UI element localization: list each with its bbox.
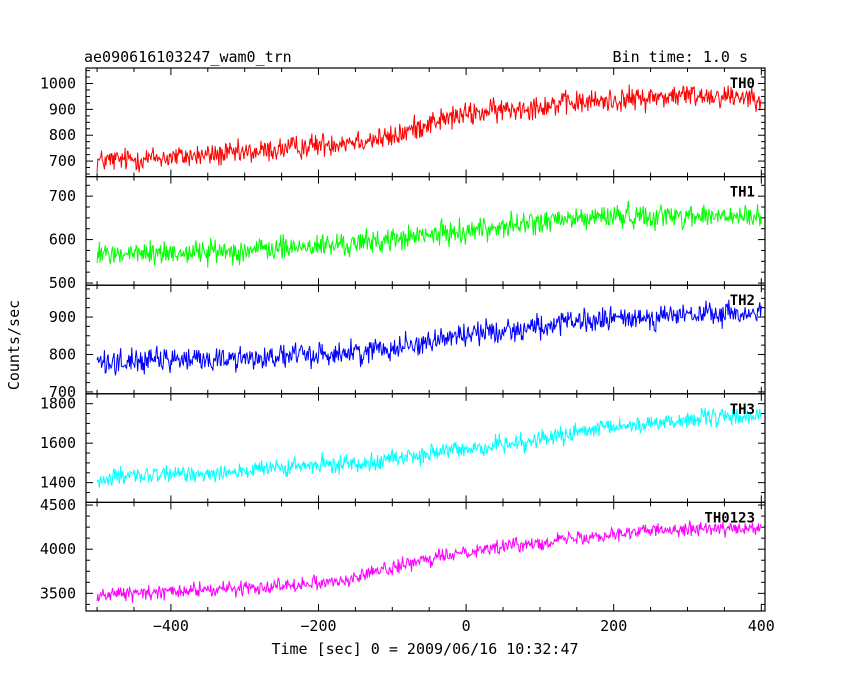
y-tick-label-th1: 700 xyxy=(49,187,76,205)
y-tick-label-th0123: 4500 xyxy=(40,496,76,514)
panel-label-th3: TH3 xyxy=(730,402,755,418)
y-tick-label-th2: 800 xyxy=(49,345,76,363)
panel-label-th0: TH0 xyxy=(730,76,755,92)
x-tick-label: −400 xyxy=(153,617,189,635)
y-tick-label-th3: 1400 xyxy=(40,474,76,492)
y-tick-label-th2: 700 xyxy=(49,383,76,401)
x-tick-label: 0 xyxy=(462,617,471,635)
series-line-th0123 xyxy=(96,520,762,603)
panels-group: 700 800 900 1000 TH0 500 600 700 TH1 700 800 900 TH2… xyxy=(40,67,775,635)
panel-frame-th0 xyxy=(85,67,766,178)
y-tick-label-th3: 1800 xyxy=(40,395,76,413)
bin-time-label: Bin time: 1.0 s xyxy=(613,48,748,66)
y-tick-label-th0: 1000 xyxy=(40,75,76,93)
panel-label-th0123: TH0123 xyxy=(704,510,755,526)
y-tick-label-th1: 600 xyxy=(49,231,76,249)
x-tick-label: 200 xyxy=(600,617,627,635)
panel-frame-th0123 xyxy=(85,501,766,612)
x-axis-label: Time [sec] 0 = 2009/06/16 10:32:47 xyxy=(271,640,578,658)
y-tick-label-th3: 1600 xyxy=(40,434,76,452)
y-tick-label-th0123: 4000 xyxy=(40,540,76,558)
series-line-th2 xyxy=(96,299,762,376)
series-line-th1 xyxy=(96,200,762,268)
series-line-th3 xyxy=(96,407,762,488)
y-axis-label: Counts/sec xyxy=(5,300,23,390)
panel-label-th1: TH1 xyxy=(730,185,755,201)
y-tick-label-th0: 800 xyxy=(49,126,76,144)
x-tick-label: 400 xyxy=(748,617,775,635)
y-tick-label-th0: 700 xyxy=(49,152,76,170)
y-tick-label-th0123: 3500 xyxy=(40,584,76,602)
series-line-th0 xyxy=(96,84,762,173)
x-tick-label: −200 xyxy=(300,617,336,635)
panel-frame-th3 xyxy=(85,393,766,503)
y-tick-label-th1: 500 xyxy=(49,274,76,292)
chart-title: ae090616103247_wam0_trn xyxy=(84,48,292,66)
y-tick-label-th2: 900 xyxy=(49,308,76,326)
panel-label-th2: TH2 xyxy=(730,293,755,309)
y-tick-label-th0: 900 xyxy=(49,100,76,118)
